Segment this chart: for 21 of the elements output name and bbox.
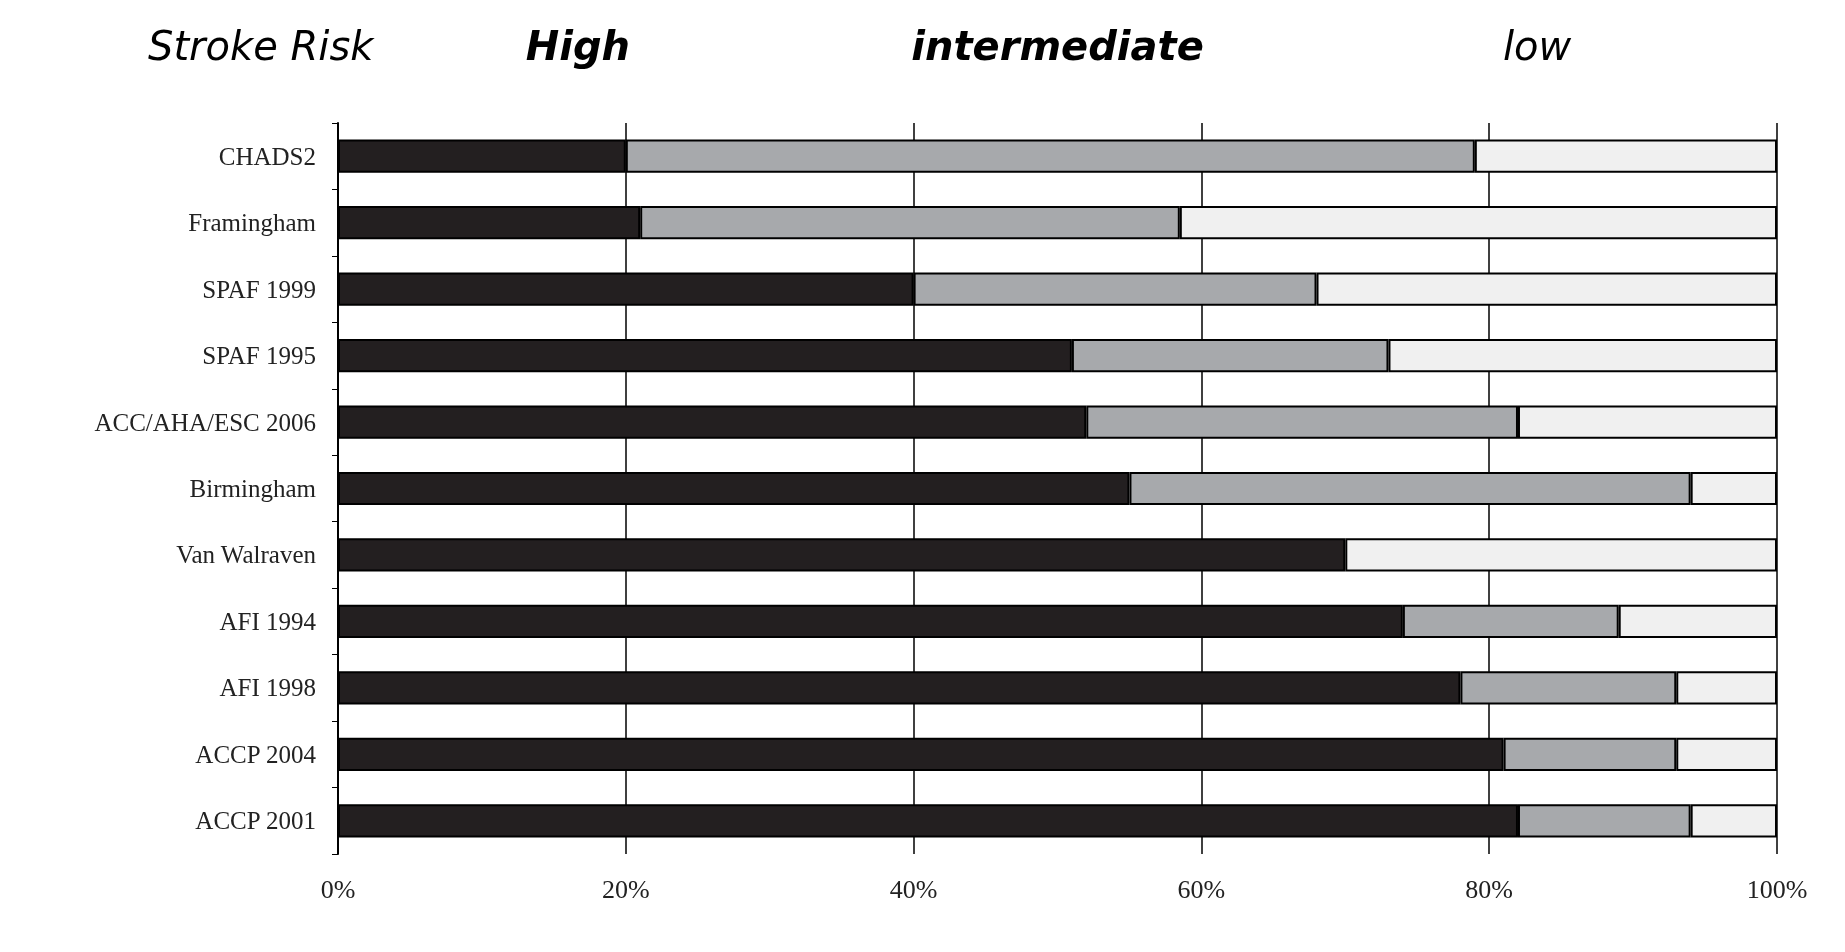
y-tick-label: Birmingham — [189, 475, 317, 502]
y-tick-label: AFI 1994 — [219, 607, 317, 635]
x-tick-label: 60% — [1177, 874, 1226, 904]
legend-title: Stroke Risk — [148, 23, 376, 69]
y-tick-label: Framingham — [188, 209, 317, 237]
x-tick-label: 0% — [320, 874, 356, 904]
y-tick-label: SPAF 1999 — [202, 275, 316, 303]
x-tick-label: 80% — [1465, 874, 1514, 904]
x-tick-label: 40% — [889, 874, 938, 904]
series-label: High — [525, 23, 630, 69]
y-tick-label: ACCP 2001 — [195, 807, 316, 835]
series-label: intermediate — [911, 23, 1204, 69]
y-tick-label: SPAF 1995 — [202, 342, 316, 370]
y-tick-label: Van Walraven — [176, 541, 317, 569]
y-tick-label: ACCP 2004 — [195, 740, 317, 768]
series-label: low — [1503, 23, 1572, 69]
y-tick-label: ACC/AHA/ESC 2006 — [94, 408, 316, 436]
x-tick-label: 100% — [1746, 874, 1808, 904]
y-tick-label: CHADS2 — [218, 142, 316, 170]
x-tick-label: 20% — [601, 874, 650, 904]
y-tick-label: AFI 1998 — [219, 674, 316, 702]
